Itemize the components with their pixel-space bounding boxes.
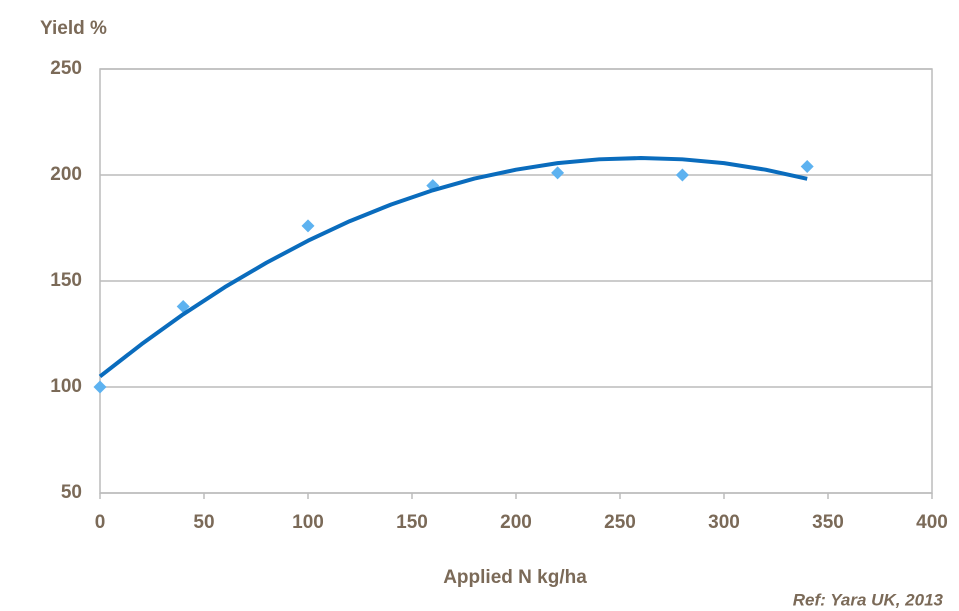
x-tick-label: 200 (500, 512, 532, 533)
data-point (176, 299, 190, 313)
x-tick-label: 350 (812, 512, 844, 533)
x-tick-label: 400 (916, 512, 948, 533)
y-tick-label: 250 (50, 58, 82, 79)
x-axis-title: Applied N kg/ha (443, 567, 587, 588)
y-axis-title: Yield % (40, 18, 107, 39)
data-point (800, 160, 814, 174)
x-tick-label: 300 (708, 512, 740, 533)
x-tick-label: 50 (193, 512, 214, 533)
x-tick-label: 100 (292, 512, 324, 533)
data-point (93, 380, 107, 394)
y-tick-label: 100 (50, 376, 82, 397)
y-tick-label: 50 (61, 482, 82, 503)
data-point (301, 219, 315, 233)
y-tick-label: 150 (50, 270, 82, 291)
data-point (675, 168, 689, 182)
x-tick-label: 0 (95, 512, 106, 533)
data-point (551, 166, 565, 180)
y-tick-label: 200 (50, 164, 82, 185)
x-tick-label: 150 (396, 512, 428, 533)
trend-line (98, 156, 808, 378)
annotation: Ref: Yara UK, 2013 (793, 590, 944, 609)
x-tick-label: 250 (604, 512, 636, 533)
